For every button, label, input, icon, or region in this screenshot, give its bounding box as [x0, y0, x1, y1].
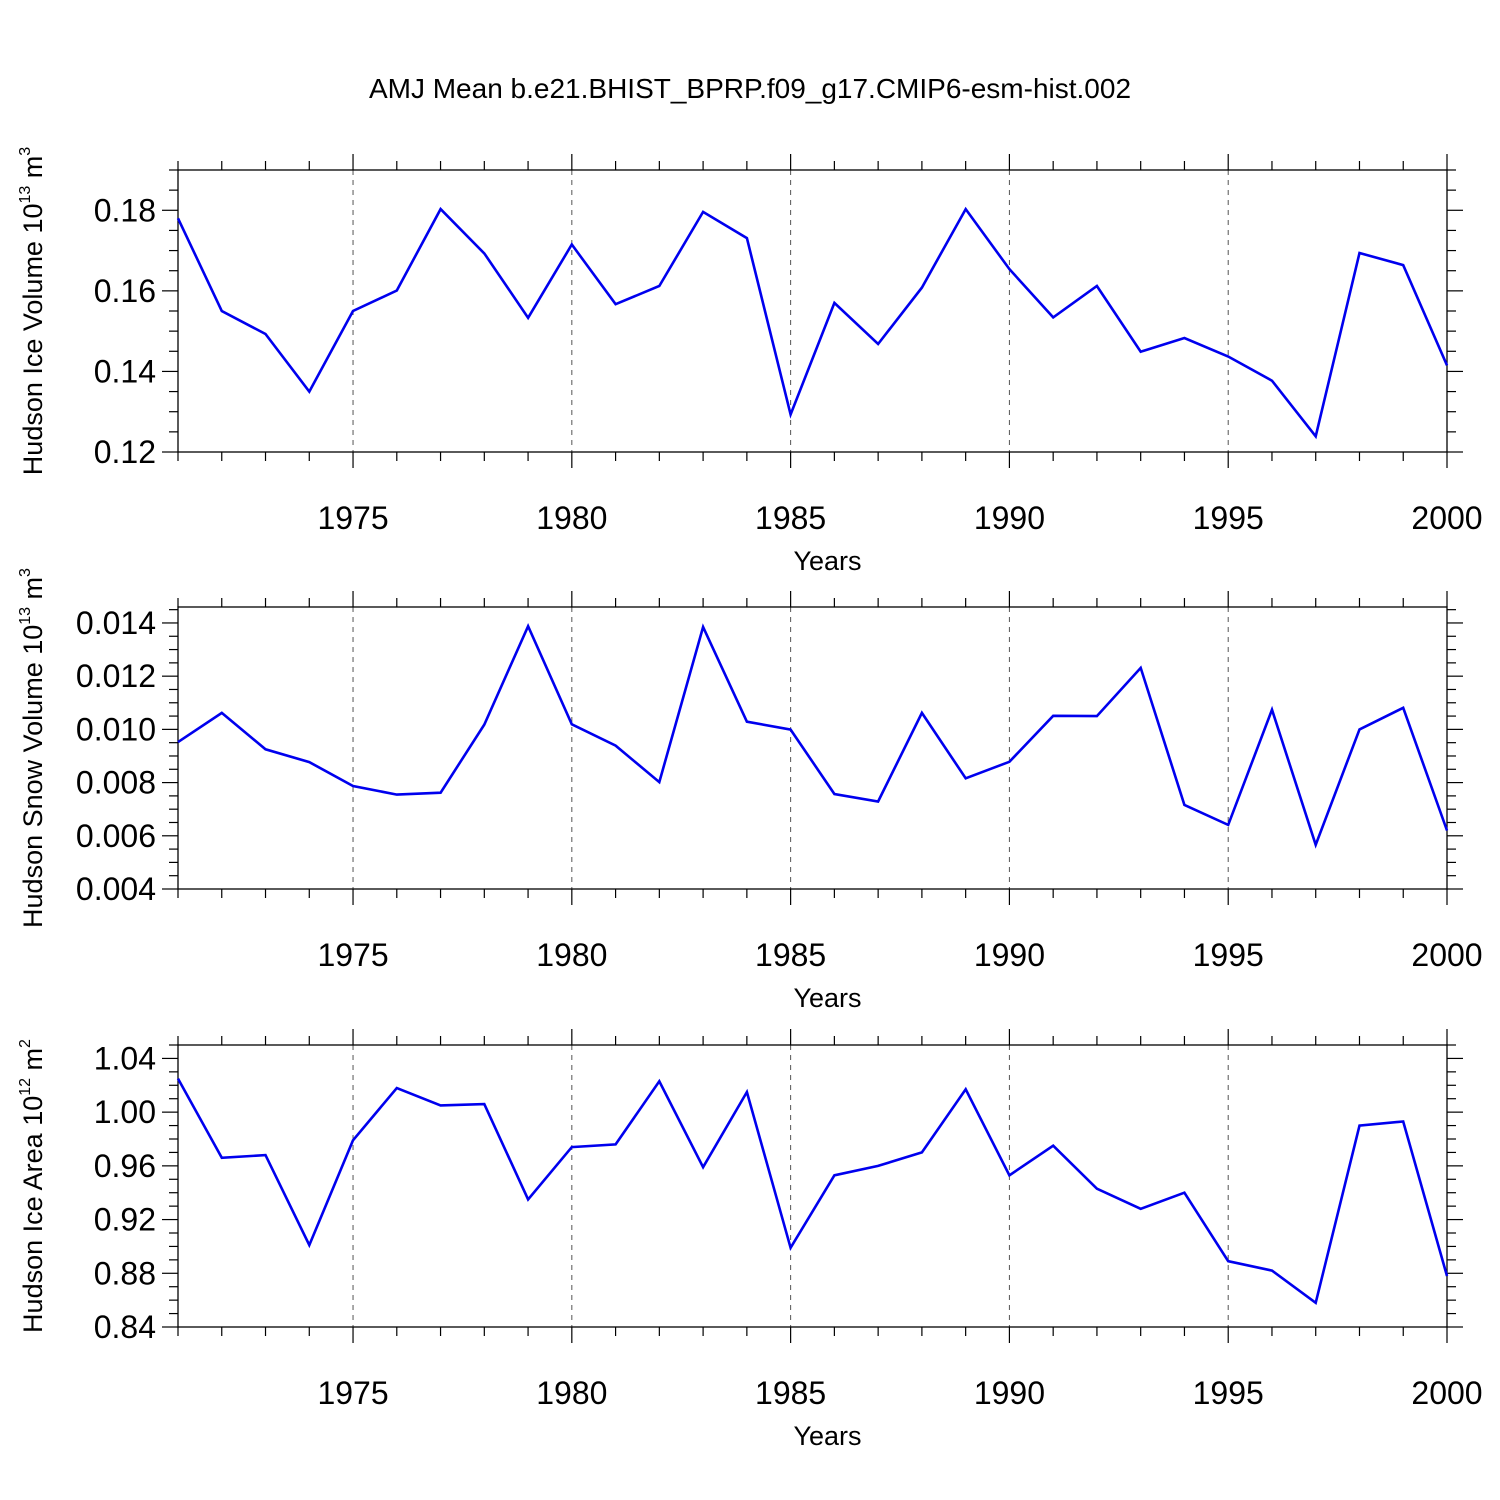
x-tick-label: 2000 [1411, 1375, 1482, 1411]
y-axis-label-part: Hudson Ice Volume 10 [18, 204, 48, 476]
y-tick-label: 0.010 [76, 711, 156, 747]
plot-frame [177, 1044, 1448, 1328]
y-tick-label: 0.16 [94, 273, 156, 309]
x-tick-label: 1980 [536, 937, 607, 973]
y-axis-label-part: m [18, 577, 48, 607]
data-series-line [177, 623, 1449, 849]
y-tick-label: 0.014 [76, 605, 156, 641]
panel-2: 0.004 0.006 0.008 0.010 0.012 0.014 1975 1980 19… [17, 568, 1483, 1013]
data-series-line [176, 206, 1449, 440]
y-tick-label: 0.12 [94, 434, 156, 470]
x-tick-label: 1995 [1193, 937, 1264, 973]
x-tick-label: 1995 [1193, 500, 1264, 536]
panel-1: 0.12 0.14 0.16 0.18 1975 1980 1985 1990 1995 2000… [17, 147, 1483, 576]
x-tick-label: 1990 [974, 1375, 1045, 1411]
panels: 0.12 0.14 0.16 0.18 1975 1980 1985 1990 1995 2000… [17, 147, 1483, 1451]
y-axis-label-superscript: 12 [17, 1078, 34, 1096]
y-tick-label: 1.00 [94, 1094, 156, 1130]
y-tick-label: 0.012 [76, 658, 156, 694]
y-tick-label: 0.004 [76, 871, 156, 907]
plot-frame [177, 606, 1448, 890]
x-tick-label: 1990 [974, 500, 1045, 536]
y-axis-label: Hudson Ice Area 1012 m2 [17, 1039, 48, 1333]
x-axis-label: Years [793, 546, 861, 576]
y-axis-label-part: Hudson Ice Area 10 [18, 1096, 48, 1333]
y-tick-label: 0.008 [76, 765, 156, 801]
y-tick-label: 0.14 [94, 353, 156, 389]
y-axis-label-superscript: 3 [17, 568, 34, 577]
y-axis-label-part: Hudson Snow Volume 10 [18, 625, 48, 928]
y-tick-label: 0.96 [94, 1148, 156, 1184]
x-tick-label: 1990 [974, 937, 1045, 973]
figure-title: AMJ Mean b.e21.BHIST_BPRP.f09_g17.CMIP6-… [369, 73, 1131, 104]
x-tick-label: 1980 [536, 500, 607, 536]
y-tick-label: 1.04 [94, 1040, 156, 1076]
y-axis-label-superscript: 2 [17, 1039, 34, 1048]
x-tick-label: 1985 [755, 1375, 826, 1411]
y-axis-label-superscript: 13 [17, 607, 34, 625]
x-tick-label: 1975 [317, 1375, 388, 1411]
x-tick-label: 1975 [317, 500, 388, 536]
x-tick-label: 1985 [755, 500, 826, 536]
x-tick-label: 2000 [1411, 500, 1482, 536]
x-tick-label: 1975 [317, 937, 388, 973]
y-tick-label: 0.84 [94, 1309, 156, 1345]
x-tick-label: 1985 [755, 937, 826, 973]
y-axis-label-part: m [18, 1048, 48, 1078]
y-axis-label: Hudson Ice Volume 1013 m3 [17, 147, 48, 475]
x-tick-label: 2000 [1411, 937, 1482, 973]
y-axis-label: Hudson Snow Volume 1013 m3 [17, 568, 48, 928]
x-tick-label: 1995 [1193, 1375, 1264, 1411]
x-axis-label: Years [793, 983, 861, 1013]
y-tick-label: 0.18 [94, 192, 156, 228]
data-series-line [176, 1077, 1449, 1306]
y-tick-label: 0.88 [94, 1255, 156, 1291]
y-axis-label-superscript: 13 [17, 186, 34, 204]
x-tick-label: 1980 [536, 1375, 607, 1411]
y-axis-label-part: m [18, 156, 48, 186]
panel-3: 0.84 0.88 0.92 0.96 1.00 1.04 1975 1980 1985 1990… [17, 1029, 1483, 1451]
y-tick-label: 0.92 [94, 1202, 156, 1238]
plot-frame [177, 169, 1448, 453]
y-tick-label: 0.006 [76, 818, 156, 854]
x-axis-label: Years [793, 1421, 861, 1451]
y-axis-label-superscript: 3 [17, 147, 34, 156]
